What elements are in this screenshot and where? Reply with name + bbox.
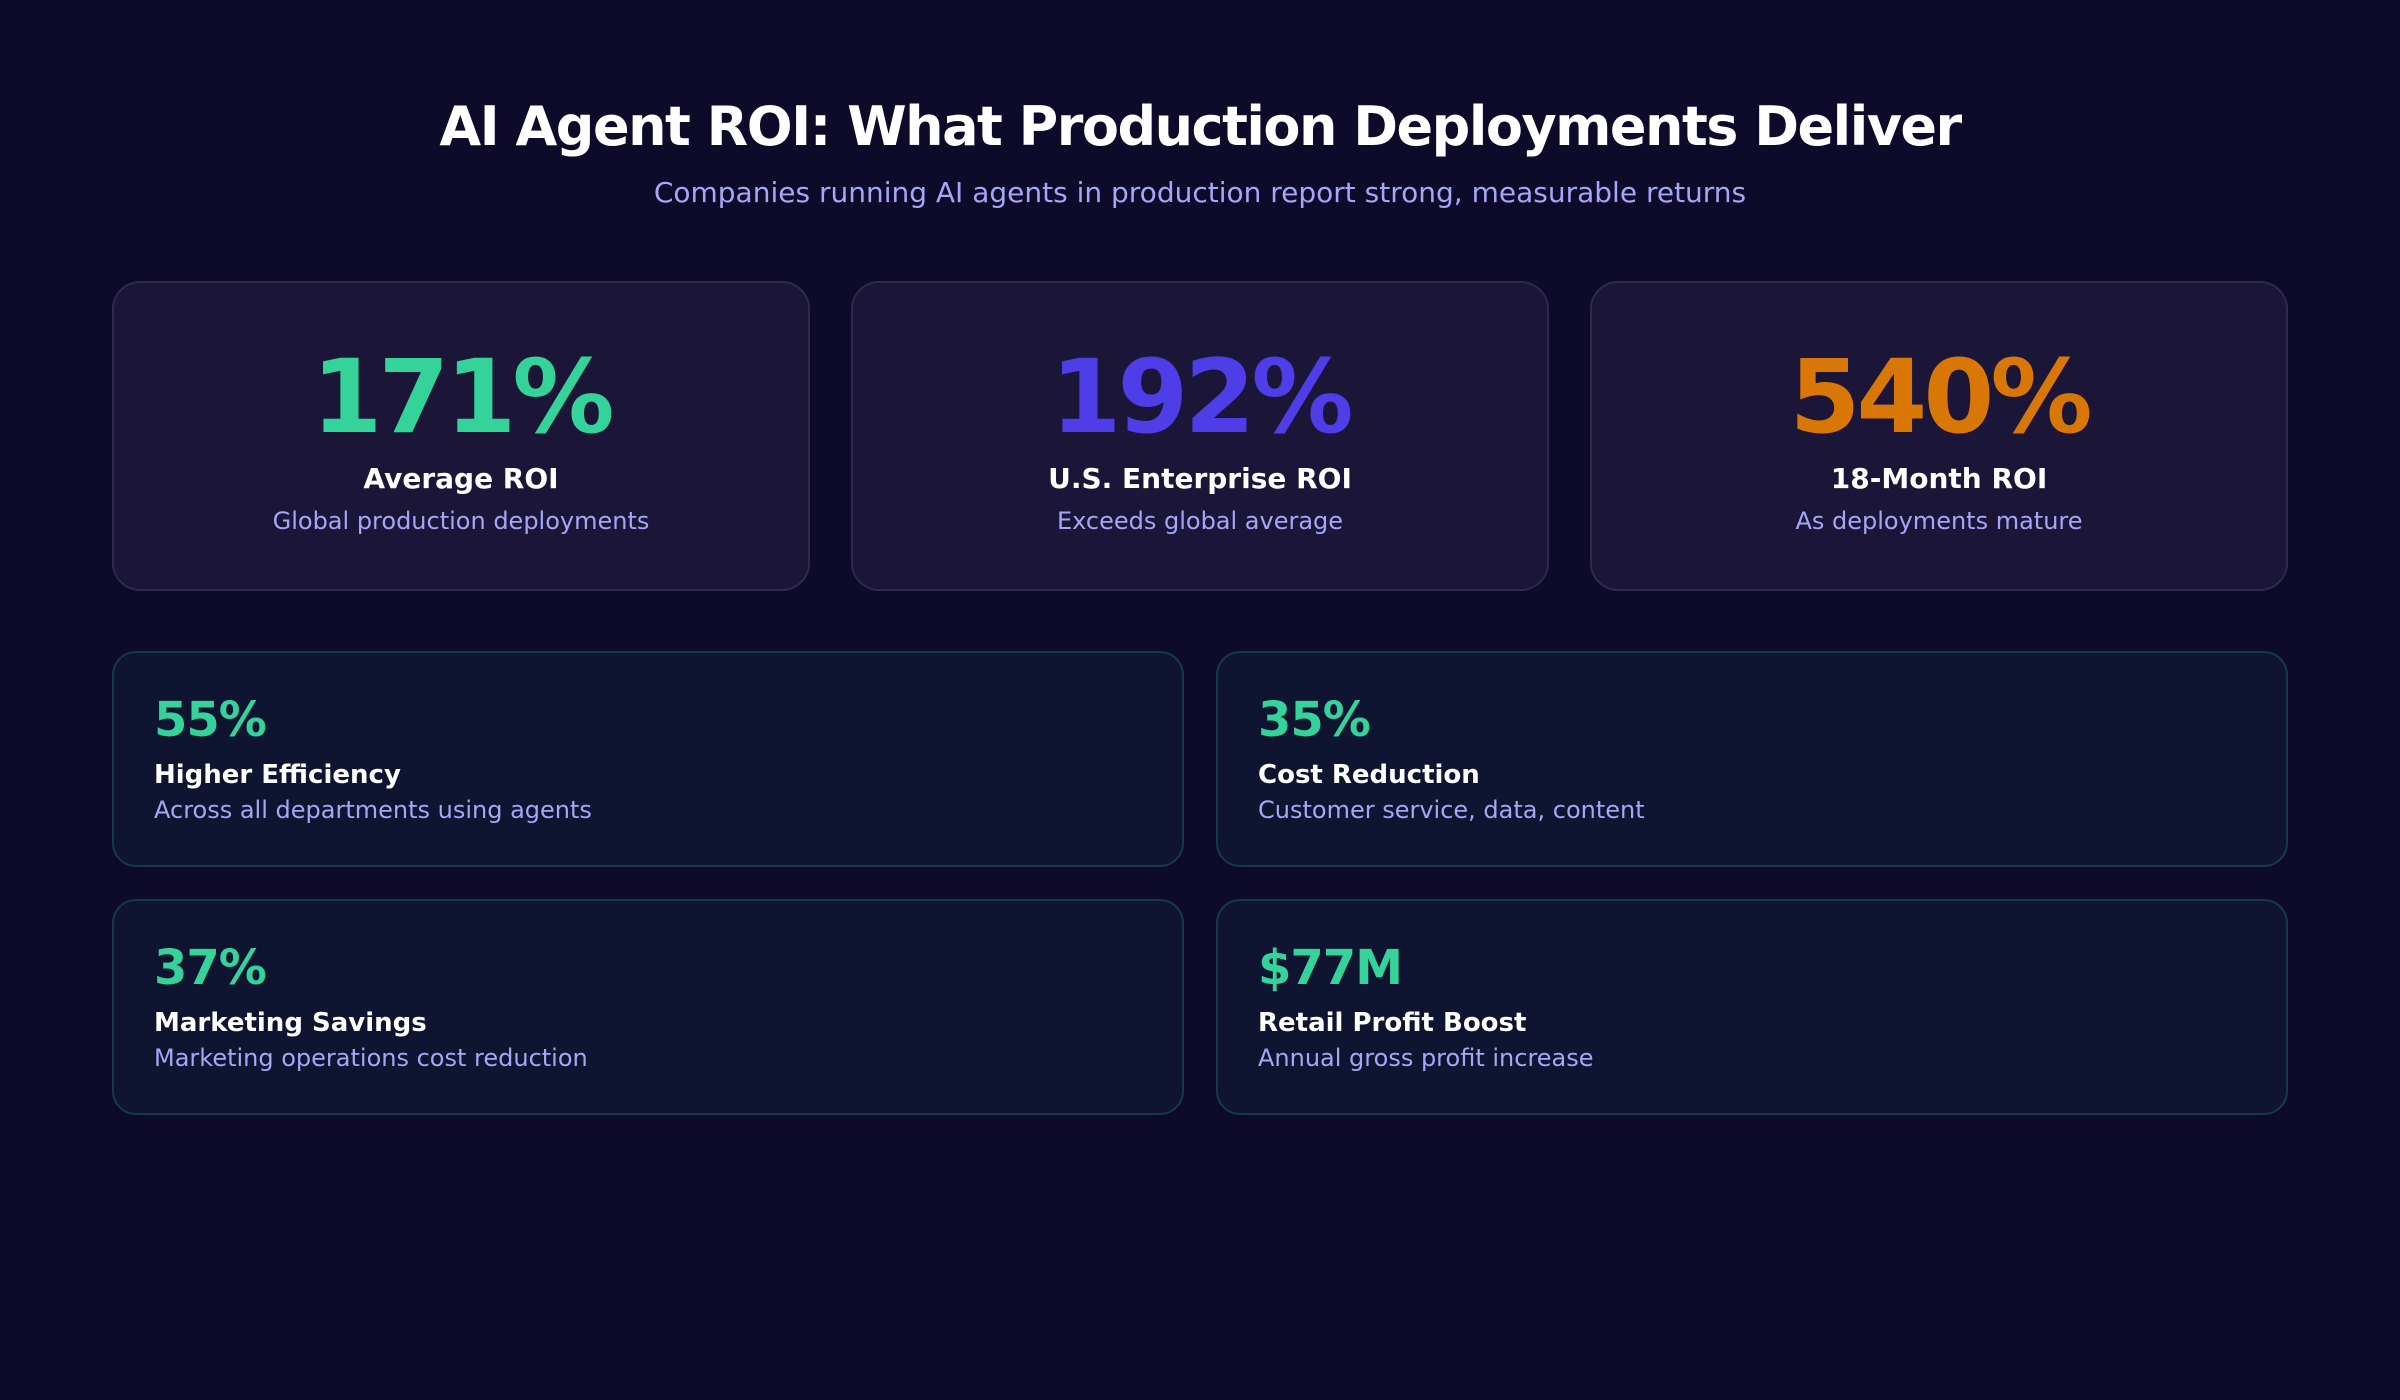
page-subtitle: Companies running AI agents in productio…	[653, 176, 1747, 209]
stat-card-cost-reduction: 35% Cost Reduction Customer service, dat…	[1216, 651, 2288, 867]
roi-card-label: Average ROI	[363, 462, 559, 495]
stat-card-description: Across all departments using agents	[154, 796, 592, 824]
stat-card-label: Cost Reduction	[1258, 760, 1480, 790]
stat-card-description: Customer service, data, content	[1258, 796, 1645, 824]
roi-card-value: 192%	[1050, 338, 1353, 457]
stat-card-description: Annual gross profit increase	[1258, 1044, 1594, 1072]
stat-card-value: $77M	[1258, 940, 1403, 996]
roi-card-value: 171%	[311, 338, 614, 457]
roi-card-description: Global production deployments	[272, 507, 650, 535]
roi-card-description: As deployments mature	[1795, 507, 2083, 535]
stat-card-label: Higher Efficiency	[154, 760, 401, 790]
roi-card-average: 171% Average ROI Global production deplo…	[112, 281, 810, 591]
roi-card-us-enterprise: 192% U.S. Enterprise ROI Exceeds global …	[851, 281, 1549, 591]
roi-card-label: U.S. Enterprise ROI	[1048, 462, 1352, 495]
stat-card-description: Marketing operations cost reduction	[154, 1044, 588, 1072]
stat-card-value: 35%	[1258, 692, 1371, 748]
roi-card-value: 540%	[1789, 338, 2092, 457]
roi-card-description: Exceeds global average	[1056, 507, 1344, 535]
stat-card-efficiency: 55% Higher Efficiency Across all departm…	[112, 651, 1184, 867]
stat-card-value: 37%	[154, 940, 267, 996]
stat-card-label: Marketing Savings	[154, 1008, 427, 1038]
stat-card-marketing-savings: 37% Marketing Savings Marketing operatio…	[112, 899, 1184, 1115]
stat-card-retail-profit: $77M Retail Profit Boost Annual gross pr…	[1216, 899, 2288, 1115]
roi-card-label: 18-Month ROI	[1830, 462, 2048, 495]
page-title: AI Agent ROI: What Production Deployment…	[439, 95, 1962, 158]
stat-card-value: 55%	[154, 692, 267, 748]
roi-card-18-month: 540% 18-Month ROI As deployments mature	[1590, 281, 2288, 591]
stat-card-label: Retail Profit Boost	[1258, 1008, 1527, 1038]
